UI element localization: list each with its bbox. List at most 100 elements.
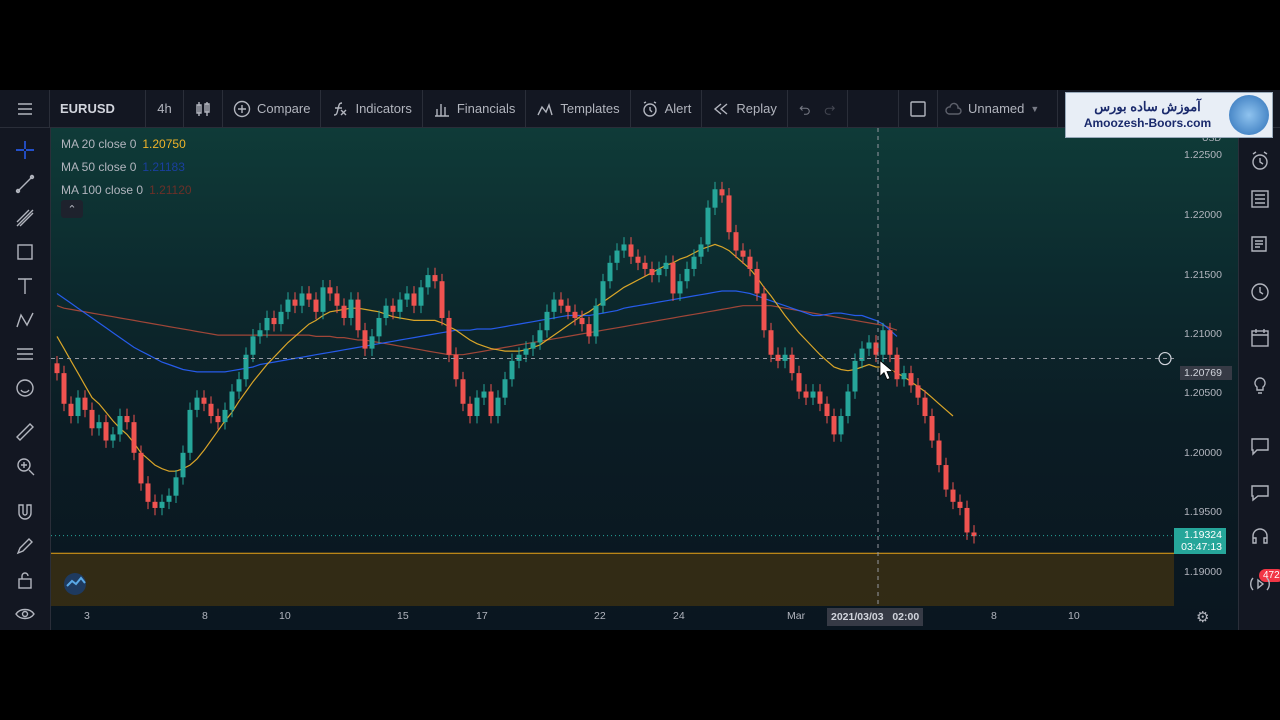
candle-body	[432, 275, 438, 282]
alerts-widget[interactable]	[1248, 149, 1272, 173]
replay-button[interactable]: Replay	[702, 90, 788, 127]
alert-label: Alert	[664, 101, 692, 116]
candle-body	[369, 336, 375, 349]
candle-body	[75, 397, 81, 417]
list-icon	[1251, 190, 1269, 208]
candle-body	[803, 391, 809, 398]
banner-text: آموزش ساده بورس Amoozesh-Boors.com	[1066, 98, 1229, 132]
candle-body	[614, 250, 620, 263]
notifications-widget[interactable]	[1248, 524, 1272, 548]
magnet-tool[interactable]	[13, 500, 37, 524]
stay-in-drawing-tool[interactable]	[13, 534, 37, 558]
candle-body	[495, 397, 501, 417]
candle-body	[264, 317, 270, 331]
candle-body	[586, 324, 592, 337]
candle-body	[810, 391, 816, 398]
text-tool[interactable]	[13, 274, 37, 298]
undo-icon[interactable]	[798, 100, 812, 118]
candle-body	[845, 391, 851, 417]
text-icon	[18, 278, 32, 294]
legend-ma100-label: MA 100 close 0	[61, 183, 144, 197]
crosshair-tool[interactable]	[13, 138, 37, 162]
candlestick-chart[interactable]	[51, 128, 1174, 606]
sliders-icon	[17, 348, 33, 360]
chats-widget[interactable]	[1248, 434, 1272, 458]
price-axis[interactable]: USD 1.22500 1.22000 1.21500 1.21000 1.20…	[1174, 128, 1238, 606]
tradingview-window: EURUSD 4h Compare Indicators Financials …	[0, 90, 1280, 630]
settings-gear-icon[interactable]: ⚙	[1196, 609, 1210, 626]
legend-ma50[interactable]: MA 50 close 0 1.21183	[61, 160, 185, 174]
compare-button[interactable]: Compare	[223, 90, 322, 127]
candle-body	[775, 354, 781, 361]
indicators-button[interactable]: Indicators	[321, 90, 423, 127]
candle-body	[145, 483, 151, 502]
interval-button[interactable]: 4h	[146, 90, 184, 127]
time-tick: Mar	[787, 610, 806, 622]
trendline-tool[interactable]	[13, 172, 37, 196]
icons-tool[interactable]	[13, 376, 37, 400]
news-widget[interactable]	[1248, 232, 1272, 256]
alert-button[interactable]: Alert	[631, 90, 703, 127]
candle-body	[180, 452, 186, 478]
banner-url: Amoozesh-Boors.com	[1083, 116, 1212, 130]
candle-body	[292, 299, 298, 306]
lock-drawings-tool[interactable]	[13, 568, 37, 592]
legend-collapse-button[interactable]: ⌃	[61, 200, 83, 218]
candle-body	[376, 317, 382, 337]
prediction-tool[interactable]	[13, 342, 37, 366]
candle-body	[768, 330, 774, 355]
fib-tool[interactable]	[13, 206, 37, 230]
candle-body	[859, 348, 865, 361]
trendline-icon	[15, 174, 35, 194]
redo-icon[interactable]	[823, 100, 837, 118]
chart-pane[interactable]: MA 20 close 0 1.20750 MA 50 close 0 1.21…	[51, 128, 1238, 630]
candle-body	[642, 262, 648, 269]
hide-drawings-tool[interactable]	[13, 602, 37, 626]
layout-name-button[interactable]: Unnamed ▼	[934, 90, 1058, 127]
candle-body	[698, 244, 704, 257]
candle-body	[894, 354, 900, 380]
watchlist-widget[interactable]	[1248, 187, 1272, 211]
candle-body	[558, 299, 564, 306]
legend-ma100[interactable]: MA 100 close 0 1.21120	[61, 183, 192, 197]
candle-body	[257, 330, 263, 337]
candle-body	[306, 293, 312, 300]
stream-widget[interactable]	[1248, 572, 1272, 596]
time-axis[interactable]: 3 8 10 15 17 22 24 Mar 8 10 2021/03/03 0…	[51, 606, 1238, 630]
candle-body	[411, 293, 417, 306]
add-alert-icon	[1158, 351, 1172, 366]
pattern-tool[interactable]	[13, 308, 37, 332]
shapes-tool[interactable]	[13, 240, 37, 264]
data-window-widget[interactable]	[1248, 280, 1272, 304]
price-tick: 1.21000	[1184, 328, 1222, 340]
candle-body	[446, 317, 452, 355]
crosshair-time-label: 2021/03/03 02:00	[827, 608, 924, 626]
fullscreen-button[interactable]	[898, 90, 938, 127]
candle-body	[425, 275, 431, 288]
calendar-widget[interactable]	[1248, 326, 1272, 350]
symbol-search-button[interactable]: EURUSD	[50, 90, 146, 127]
menu-button[interactable]	[0, 90, 50, 127]
measure-tool[interactable]	[13, 420, 37, 444]
layout-name-label: Unnamed	[968, 101, 1025, 116]
candle-body	[61, 373, 67, 404]
chart-style-button[interactable]	[184, 90, 223, 127]
legend-ma20[interactable]: MA 20 close 0 1.20750	[61, 137, 186, 151]
candle-body	[320, 287, 326, 312]
zoom-tool[interactable]	[13, 454, 37, 478]
function-icon	[334, 101, 347, 116]
ideas-widget[interactable]	[1248, 374, 1272, 398]
messages-widget[interactable]	[1248, 480, 1272, 504]
candle-body	[726, 195, 732, 233]
templates-button[interactable]: Templates	[526, 90, 631, 127]
price-tick: 1.20500	[1184, 387, 1222, 399]
candle-body	[908, 373, 914, 386]
price-tick: 1.19000	[1184, 566, 1222, 578]
candle-body	[565, 305, 571, 312]
price-tick: 1.21500	[1184, 269, 1222, 281]
replay-label: Replay	[736, 101, 777, 116]
candle-body	[439, 281, 445, 318]
financials-button[interactable]: Financials	[423, 90, 527, 127]
play-circle-icon	[1250, 577, 1270, 591]
candle-body	[663, 262, 669, 269]
